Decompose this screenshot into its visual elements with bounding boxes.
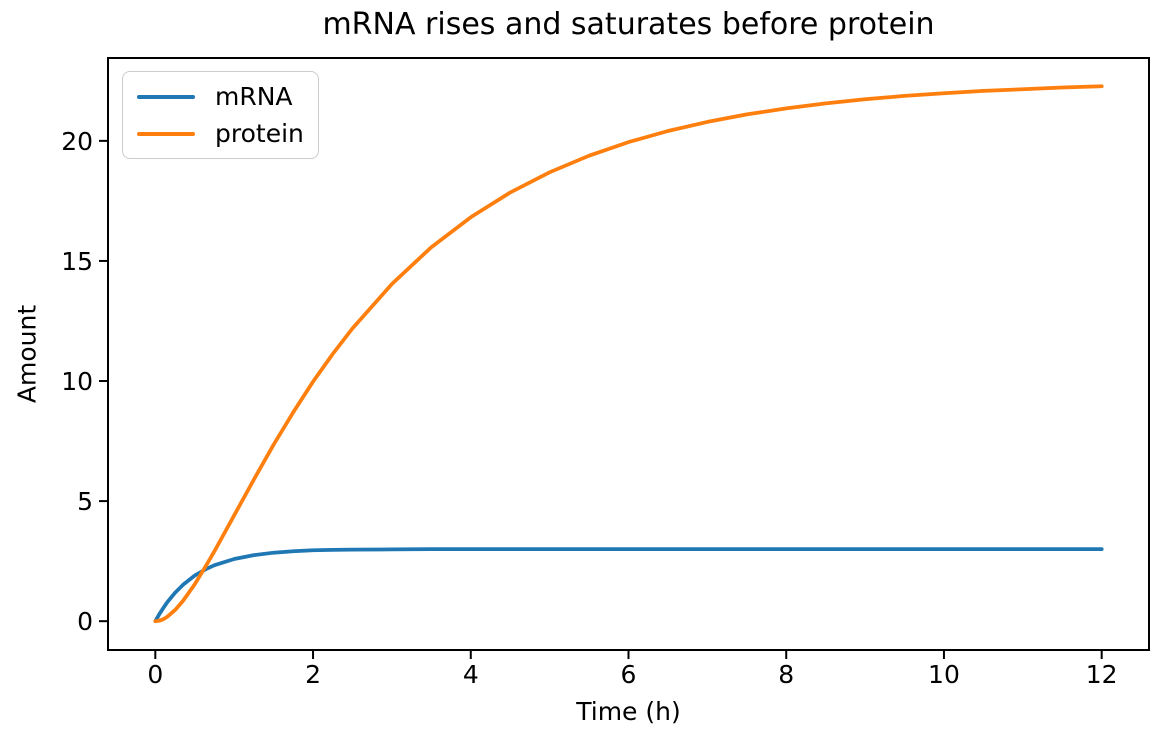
x-tick-label: 2 (305, 660, 321, 689)
x-tick-label: 6 (621, 660, 637, 689)
y-tick-label: 10 (61, 367, 93, 396)
legend-item-mrna: mRNA (137, 78, 304, 115)
x-tick-label: 8 (778, 660, 794, 689)
x-tick-label: 4 (463, 660, 479, 689)
legend-item-protein: protein (137, 115, 304, 152)
series-line-mrna (153, 547, 1104, 624)
x-tick-label: 0 (147, 660, 163, 689)
legend: mRNA protein (122, 71, 319, 159)
chart-title: mRNA rises and saturates before protein (322, 7, 935, 42)
x-axis-label: Time (h) (576, 697, 681, 726)
y-tick-label: 20 (61, 127, 93, 156)
x-tick-label: 12 (1086, 660, 1118, 689)
y-axis-label: Amount (12, 304, 42, 404)
y-tick-label: 5 (77, 487, 93, 516)
y-tick-label: 15 (61, 247, 93, 276)
legend-label-protein: protein (215, 119, 304, 148)
legend-line-protein-icon (137, 131, 195, 136)
series-line-protein (153, 84, 1104, 624)
legend-line-mrna-icon (137, 94, 195, 99)
x-tick-label: 10 (928, 660, 960, 689)
legend-label-mrna: mRNA (215, 82, 293, 111)
y-tick-label: 0 (77, 607, 93, 636)
